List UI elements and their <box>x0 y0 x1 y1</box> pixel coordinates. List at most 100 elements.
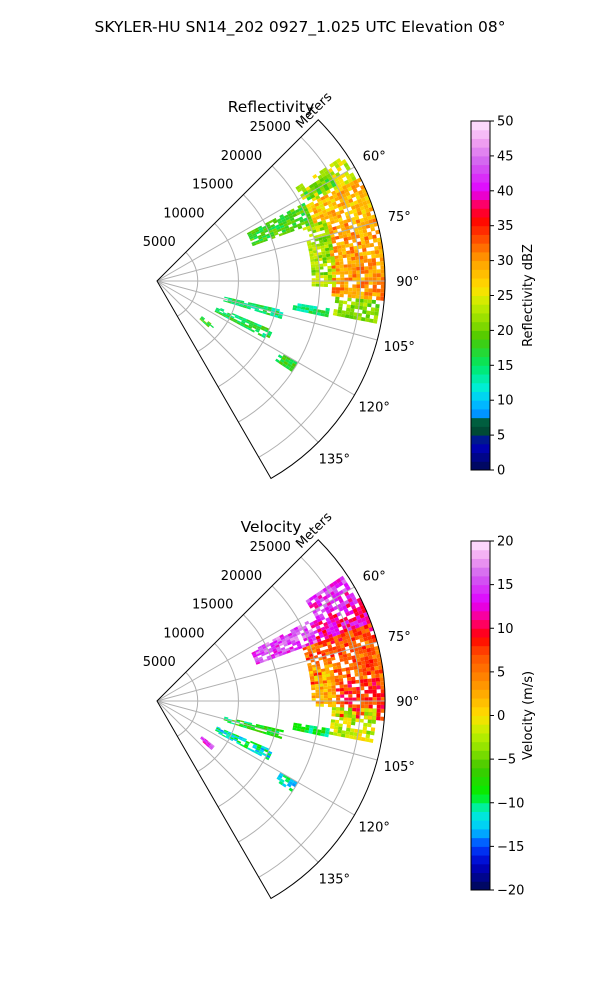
echo-cell <box>315 228 321 233</box>
echo-cell <box>339 691 345 695</box>
echo-cell <box>243 325 248 329</box>
echo-cell <box>329 252 335 257</box>
echo-cell <box>324 178 330 184</box>
echo-cell <box>339 687 345 692</box>
echo-cell <box>259 304 265 308</box>
echo-cell <box>355 654 361 659</box>
echo-cell <box>327 688 332 693</box>
echo-cell <box>231 732 236 736</box>
echo-cell <box>205 323 210 328</box>
echo-cell <box>355 627 362 633</box>
echo-cell <box>327 685 332 690</box>
echo-cell <box>363 232 369 237</box>
echo-cell <box>347 717 352 722</box>
echo-cell <box>344 697 349 701</box>
azimuth-radial <box>156 700 355 816</box>
echo-cell <box>206 742 211 747</box>
echo-region <box>302 219 337 288</box>
echo-cell <box>363 636 369 642</box>
colorbar-swatch <box>471 321 490 331</box>
echo-cell <box>287 212 293 217</box>
echo-cell <box>349 621 355 627</box>
echo-cell <box>346 257 352 261</box>
echo-cell <box>378 665 383 670</box>
echo-cell <box>307 601 313 607</box>
echo-cell <box>297 225 303 230</box>
range-ring <box>258 136 362 458</box>
echo-cell <box>314 683 320 688</box>
echo-cell <box>365 314 371 319</box>
echo-cell <box>350 249 355 254</box>
echo-cell <box>326 181 332 187</box>
echo-cell <box>333 588 339 595</box>
echo-cell <box>252 654 258 658</box>
echo-cell <box>334 638 339 644</box>
echo-cell <box>364 208 370 214</box>
echo-cell <box>275 224 280 229</box>
echo-cell <box>349 181 355 187</box>
echo-cell <box>367 215 373 221</box>
echo-cell <box>379 257 385 262</box>
echo-cell <box>261 652 266 657</box>
echo-cell <box>276 638 282 643</box>
echo-cell <box>368 265 373 270</box>
echo-cell <box>371 678 377 683</box>
echo-cell <box>320 248 326 253</box>
echo-cell <box>246 726 251 730</box>
echo-cell <box>364 656 369 661</box>
echo-cell <box>308 247 313 252</box>
echo-cell <box>303 190 309 196</box>
echo-cell <box>358 622 364 628</box>
echo-cell <box>354 623 360 629</box>
echo-cell <box>210 324 214 329</box>
echo-cell <box>317 674 323 679</box>
echo-cell <box>348 242 354 248</box>
echo-cell <box>208 746 213 751</box>
echo-cell <box>311 216 317 222</box>
echo-cell <box>360 697 365 701</box>
echo-cell <box>324 733 329 738</box>
azimuth-radial <box>156 700 319 863</box>
echo-cell <box>346 232 352 238</box>
colorbar-swatch <box>471 802 490 812</box>
echo-cell <box>356 657 361 663</box>
echo-cell <box>271 235 276 240</box>
echo-cell <box>357 210 363 216</box>
echo-cell <box>310 226 316 231</box>
echo-cell <box>225 736 230 740</box>
echo-cell <box>347 597 353 604</box>
echo-cell <box>230 315 235 319</box>
echo-cell <box>355 298 360 303</box>
echo-cell <box>324 664 329 669</box>
echo-cell <box>258 656 263 660</box>
echo-cell <box>316 197 322 203</box>
echo-cell <box>312 639 318 644</box>
echo-cell <box>331 632 337 637</box>
echo-cell <box>374 311 379 317</box>
echo-cell <box>368 269 373 274</box>
colorbar-swatch <box>471 452 490 462</box>
echo-cell <box>380 281 385 285</box>
echo-cell <box>294 638 300 643</box>
echo-cell <box>311 692 316 696</box>
echo-cell <box>328 243 333 248</box>
echo-cell <box>251 651 256 655</box>
echo-cell <box>380 288 385 293</box>
echo-cell <box>344 701 349 705</box>
echo-cell <box>257 234 262 239</box>
echo-cell <box>356 704 361 709</box>
azimuth-radial <box>156 586 355 702</box>
echo-cell <box>345 310 351 315</box>
echo-cell <box>330 220 336 225</box>
echo-cell <box>335 713 340 717</box>
echo-cell <box>220 308 225 311</box>
echo-cell <box>362 228 368 234</box>
colorbar-swatch <box>471 828 490 839</box>
echo-cell <box>254 309 259 312</box>
echo-cell <box>349 592 355 598</box>
echo-cell <box>307 662 312 667</box>
colorbar-tick-label: 0 <box>497 709 505 724</box>
echo-cell <box>286 649 291 654</box>
echo-cell <box>328 195 335 201</box>
echo-cell <box>323 278 328 281</box>
